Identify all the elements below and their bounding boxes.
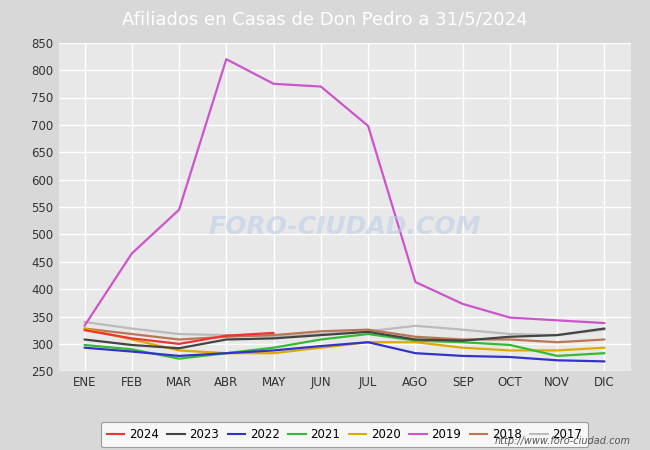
Text: http://www.foro-ciudad.com: http://www.foro-ciudad.com — [495, 436, 630, 446]
Text: FORO-CIUDAD.COM: FORO-CIUDAD.COM — [208, 215, 481, 238]
Text: Afiliados en Casas de Don Pedro a 31/5/2024: Afiliados en Casas de Don Pedro a 31/5/2… — [122, 10, 528, 28]
Legend: 2024, 2023, 2022, 2021, 2020, 2019, 2018, 2017: 2024, 2023, 2022, 2021, 2020, 2019, 2018… — [101, 422, 588, 447]
